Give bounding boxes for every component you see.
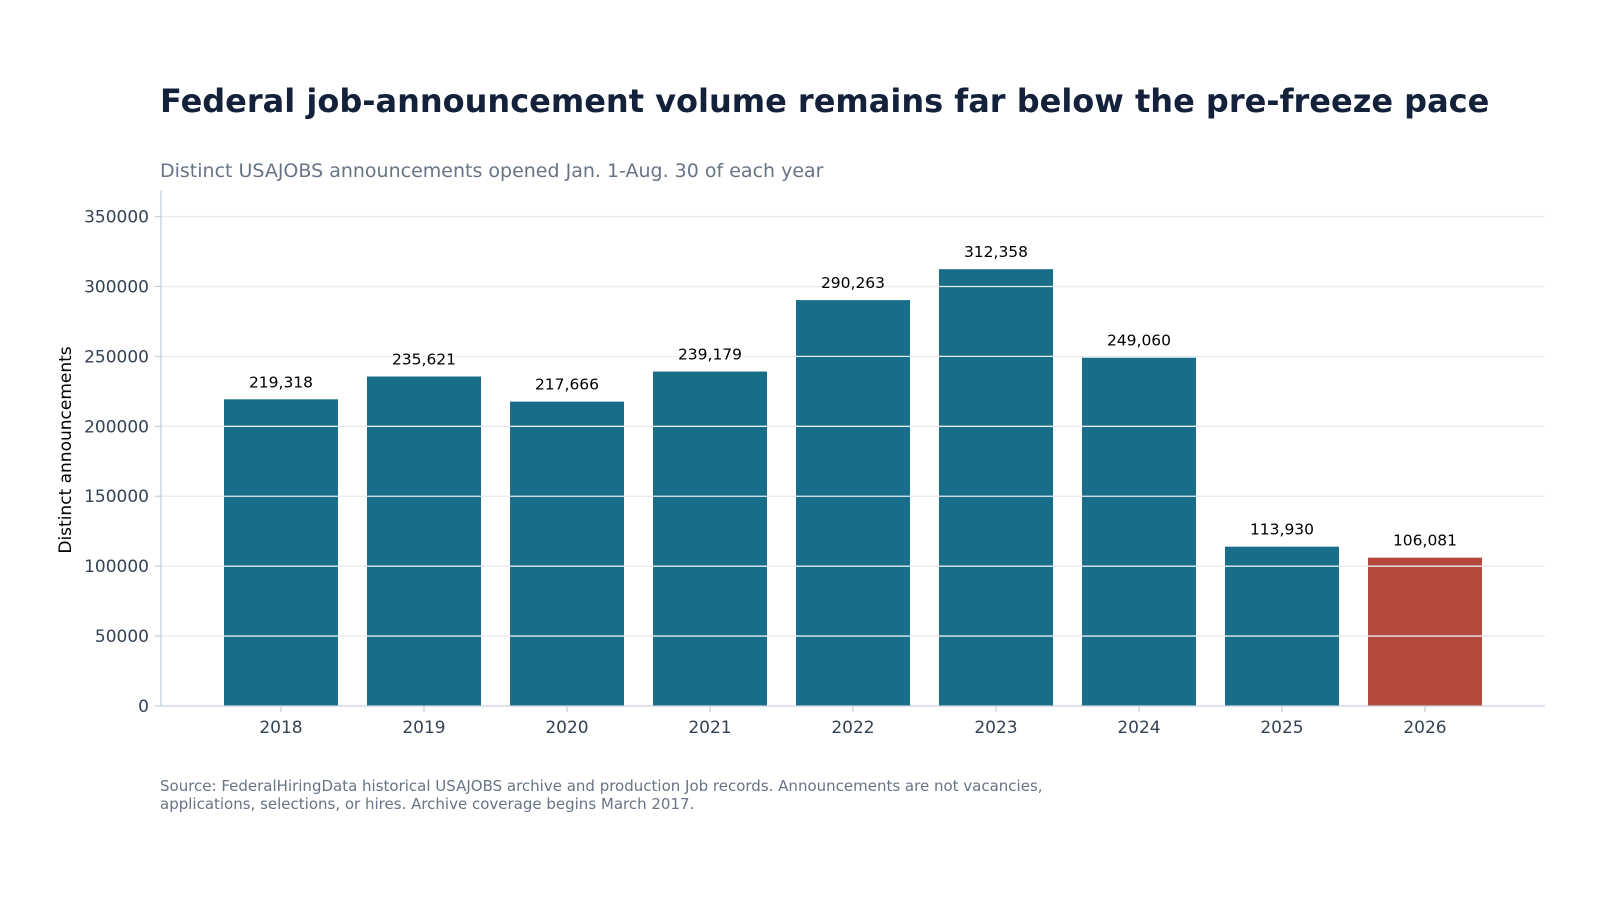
bar-2024	[1082, 357, 1196, 706]
x-tick-label: 2018	[259, 718, 302, 738]
bar-2020	[510, 401, 624, 706]
data-labels: 219,318 235,621 217,666 239,179 290,263 312,3…	[249, 243, 1457, 549]
data-label: 235,621	[392, 351, 456, 369]
y-tick-label: 300000	[84, 277, 149, 297]
chart-source-note: Source: FederalHiringData historical USA…	[160, 777, 1043, 813]
data-label: 106,081	[1393, 532, 1457, 550]
bar-2025	[1225, 546, 1339, 706]
y-tick-label: 200000	[84, 417, 149, 437]
y-tick-label: 350000	[84, 208, 149, 228]
data-label: 312,358	[964, 243, 1028, 261]
bars	[224, 269, 1482, 706]
data-label: 239,179	[678, 346, 742, 364]
x-tick-label: 2022	[831, 718, 874, 738]
data-label: 113,930	[1250, 521, 1314, 539]
x-tick-label: 2025	[1260, 718, 1303, 738]
bar-2026	[1368, 557, 1482, 706]
y-tick-label: 100000	[84, 557, 149, 577]
bar-2018	[224, 399, 338, 706]
x-tick-label: 2024	[1117, 718, 1160, 738]
x-tick-label: 2026	[1403, 718, 1446, 738]
x-tick-label: 2019	[402, 718, 445, 738]
bar-2022	[796, 300, 910, 706]
data-label: 290,263	[821, 274, 885, 292]
data-label: 217,666	[535, 376, 599, 394]
data-label: 219,318	[249, 373, 313, 391]
y-tick-label: 150000	[84, 487, 149, 507]
y-axis-title: Distinct announcements	[56, 346, 76, 553]
bar-2023	[939, 269, 1053, 706]
chart-subtitle: Distinct USAJOBS announcements opened Ja…	[160, 160, 824, 182]
axes: 0 50000 100000 150000 200000 250000 300000 3500…	[84, 190, 1545, 738]
y-tick-label: 250000	[84, 347, 149, 367]
y-tick-label: 0	[138, 697, 149, 717]
bar-2019	[367, 376, 481, 706]
x-tick-label: 2020	[545, 718, 588, 738]
bar-2021	[653, 371, 767, 706]
x-tick-label: 2023	[974, 718, 1017, 738]
data-label: 249,060	[1107, 332, 1171, 350]
chart-title: Federal job-announcement volume remains …	[160, 82, 1490, 120]
gridlines	[161, 215, 1545, 637]
x-tick-label: 2021	[688, 718, 731, 738]
y-tick-label: 50000	[95, 627, 149, 647]
